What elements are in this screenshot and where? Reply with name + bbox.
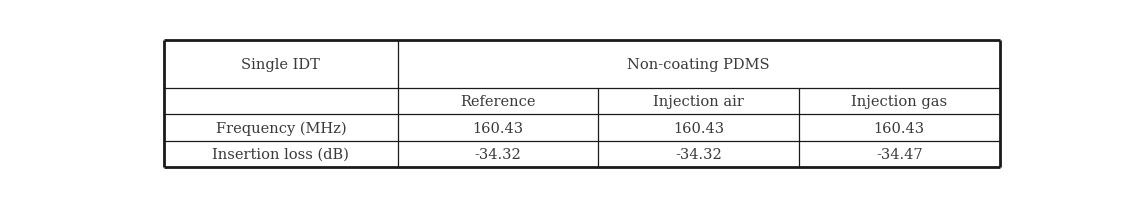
Text: 160.43: 160.43: [472, 121, 523, 135]
Text: -34.32: -34.32: [474, 147, 521, 161]
Text: Injection air: Injection air: [654, 95, 745, 109]
Text: -34.32: -34.32: [675, 147, 722, 161]
Text: 160.43: 160.43: [673, 121, 724, 135]
Text: Frequency (MHz): Frequency (MHz): [216, 121, 346, 135]
Text: Single IDT: Single IDT: [242, 58, 320, 72]
Text: Insertion loss (dB): Insertion loss (dB): [212, 147, 350, 161]
Text: Injection gas: Injection gas: [851, 95, 948, 109]
Text: Reference: Reference: [461, 95, 536, 109]
Text: -34.47: -34.47: [876, 147, 923, 161]
Text: Non-coating PDMS: Non-coating PDMS: [628, 58, 770, 72]
Text: 160.43: 160.43: [874, 121, 925, 135]
